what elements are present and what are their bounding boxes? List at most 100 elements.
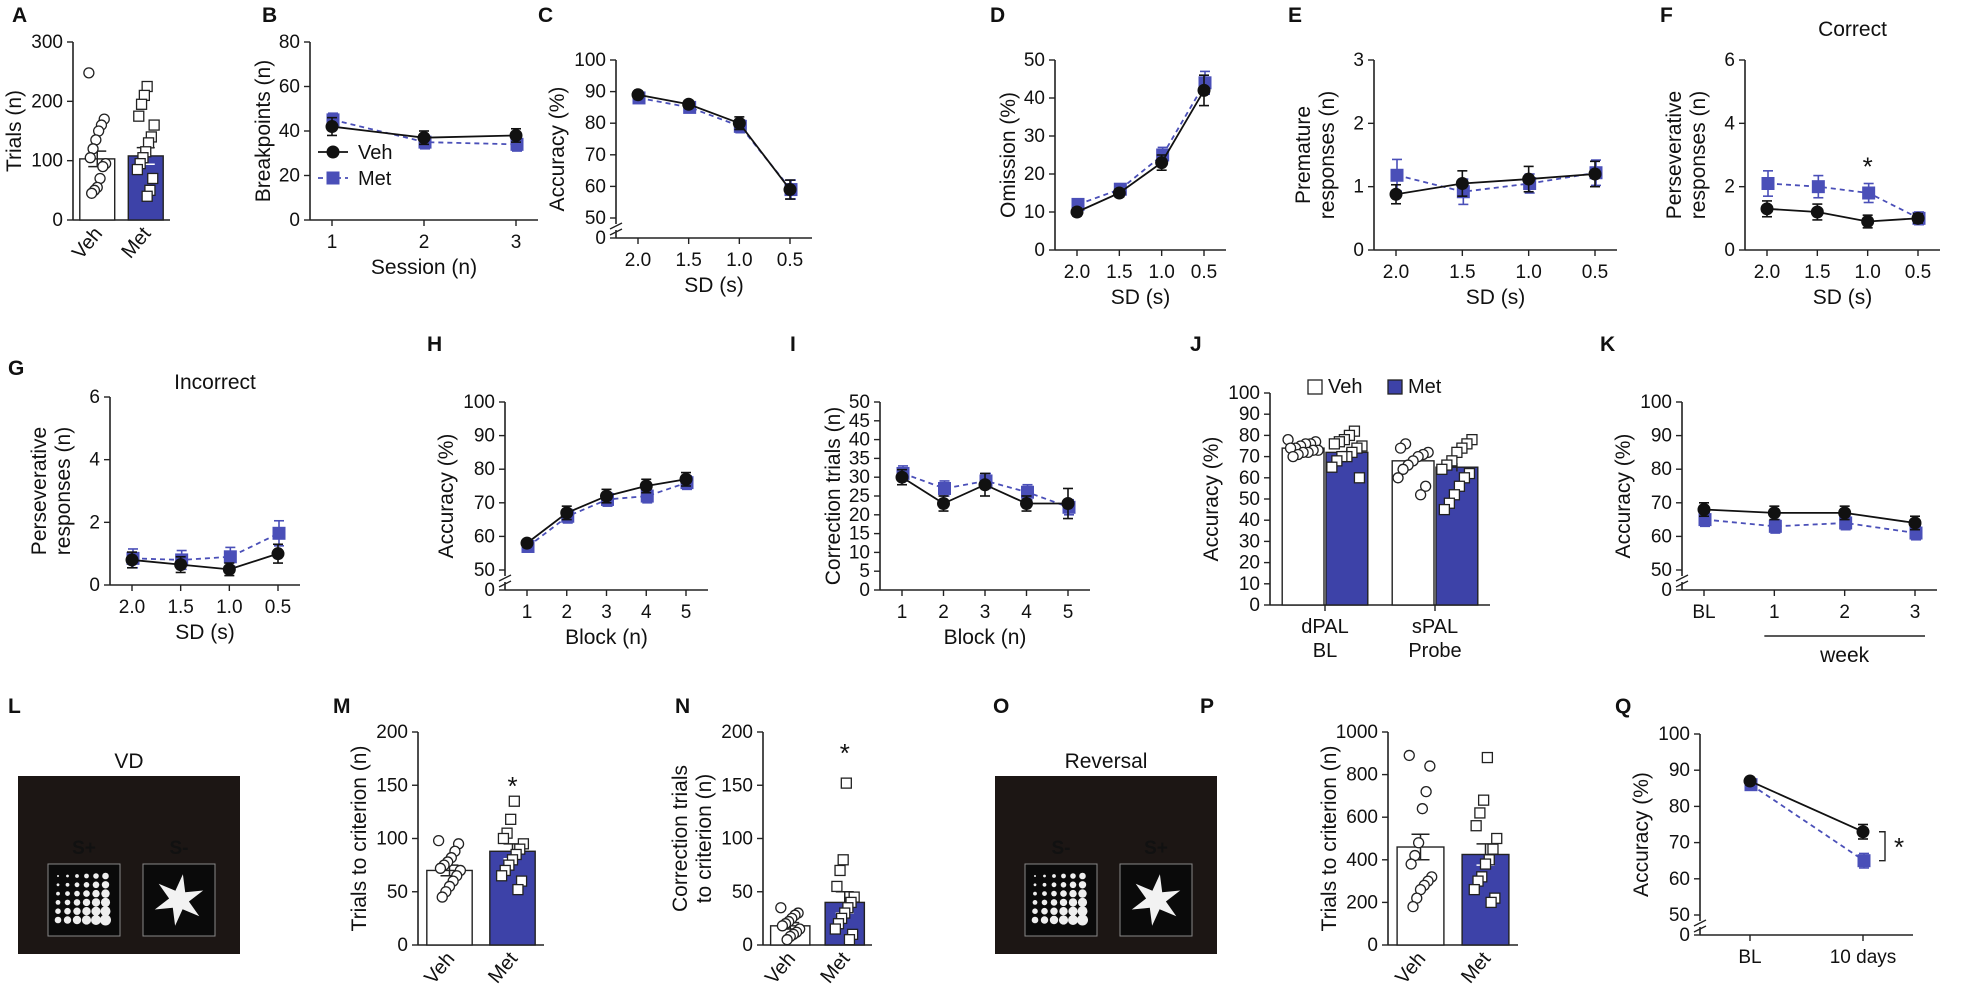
data-point-veh — [1397, 463, 1409, 475]
panel-title: Correct — [1818, 18, 1887, 41]
dot-grid-dot — [83, 882, 90, 888]
data-point-met — [1326, 461, 1338, 473]
axis-break-mark — [1693, 919, 1707, 927]
data-point-met — [1390, 168, 1404, 182]
data-point-veh — [679, 472, 693, 486]
data-point-veh — [1743, 774, 1757, 788]
dot-grid-dot — [1040, 916, 1049, 924]
dot-grid-dot — [65, 891, 70, 896]
y-axis-label: responses (n) — [52, 427, 75, 555]
x-tick-label: 1.0 — [1148, 262, 1174, 283]
x-tick-label: Probe — [1408, 640, 1461, 662]
dot-grid-dot — [57, 875, 59, 877]
dot-grid-dot — [1058, 915, 1069, 925]
x-tick-label: Met — [1457, 948, 1496, 988]
panel-label: O — [993, 695, 1009, 718]
data-point-veh — [781, 934, 793, 946]
x-tick-label: 1 — [327, 232, 338, 253]
dot-grid-dot — [1069, 881, 1077, 889]
x-tick-label: 5 — [1063, 602, 1074, 623]
y-axis-label: Correction trials — [669, 765, 692, 912]
dot-grid-dot — [82, 907, 91, 916]
data-point-met — [1468, 883, 1480, 896]
x-axis-label: SD (s) — [1466, 286, 1526, 309]
data-point-veh — [417, 131, 431, 145]
data-point-veh — [775, 902, 787, 914]
y-tick-label: 80 — [279, 32, 300, 53]
series-line-met — [1704, 518, 1917, 534]
y-axis-label: Trials to criterion (n) — [1318, 746, 1341, 932]
dot-grid-dot — [1051, 890, 1057, 897]
y-tick-label: 50 — [849, 392, 870, 413]
y-tick-label: 2 — [1353, 113, 1364, 134]
dot-grid-dot — [1049, 915, 1059, 925]
y-tick-label: 200 — [376, 722, 408, 743]
y-tick-label: 100 — [31, 151, 63, 172]
data-point-met — [1470, 820, 1482, 832]
data-point-veh — [682, 97, 696, 111]
stimulus-label: S- — [1052, 838, 1071, 859]
x-tick-label: BL — [1313, 640, 1337, 662]
y-tick-label: 200 — [721, 722, 753, 743]
data-point-veh — [97, 160, 109, 173]
y-tick-label: 90 — [1669, 760, 1690, 781]
x-tick-label: 4 — [1021, 602, 1032, 623]
y-tick-label: 100 — [463, 392, 495, 413]
y-tick-label: 0 — [397, 935, 408, 956]
data-point-veh — [1908, 516, 1922, 530]
data-point-veh — [84, 152, 96, 164]
y-axis-label: to criterion (n) — [693, 774, 716, 904]
y-tick-label: 30 — [849, 467, 870, 488]
data-point-met — [495, 870, 508, 882]
axis-break-mark — [498, 580, 512, 588]
x-tick-label: 1.5 — [167, 597, 193, 618]
dot-grid-dot — [1043, 874, 1046, 878]
y-axis-label: Accuracy (%) — [546, 87, 569, 212]
y-tick-label: 90 — [1239, 404, 1260, 425]
y-tick-label: 50 — [1024, 50, 1045, 71]
y-tick-label: 10 — [849, 542, 870, 563]
y-tick-label: 30 — [1239, 531, 1260, 552]
data-point-met — [133, 110, 145, 122]
data-point-met — [1474, 807, 1486, 819]
y-tick-label: 1000 — [1336, 722, 1378, 743]
dot-grid-dot — [1068, 906, 1078, 916]
y-axis-label: Accuracy (%) — [1630, 772, 1653, 897]
dot-grid-dot — [1034, 875, 1036, 877]
y-tick-label: 30 — [1024, 126, 1045, 147]
series-line-met — [1077, 82, 1206, 206]
data-point-veh — [1416, 803, 1429, 815]
data-point-met — [1438, 503, 1451, 516]
x-tick-label: Met — [484, 948, 523, 988]
x-tick-label: 1.5 — [1804, 262, 1830, 283]
x-tick-label: BL — [1692, 602, 1715, 623]
x-tick-label: sPAL — [1412, 616, 1458, 638]
series-line-veh — [1076, 89, 1205, 213]
stimulus-label: S+ — [1144, 838, 1168, 859]
x-axis-label: Block (n) — [565, 626, 648, 649]
dot-grid-dot — [91, 898, 101, 907]
data-point-veh — [1420, 785, 1432, 798]
data-point-met — [131, 163, 144, 176]
panel-title: Incorrect — [174, 371, 256, 394]
series-line-met — [638, 97, 792, 191]
legend-label: Met — [358, 168, 392, 190]
x-tick-label: 2.0 — [119, 597, 145, 618]
dot-grid-dot — [1051, 882, 1057, 888]
data-point-met — [1481, 751, 1494, 764]
y-tick-label: 90 — [585, 82, 606, 103]
y-axis-label: responses (n) — [1316, 91, 1339, 219]
panel-label: H — [427, 333, 442, 356]
data-point-veh — [1155, 156, 1169, 170]
y-tick-label: 600 — [1346, 807, 1378, 828]
y-tick-label: 60 — [474, 526, 495, 547]
data-point-veh — [325, 120, 339, 134]
y-axis-label: Trials (n) — [3, 90, 26, 172]
dot-grid-dot — [1077, 906, 1088, 917]
panel-E: 0 1 2 3 Premature responses (n) E 2.0 1.5 1.0 0.5 S… — [1288, 4, 1617, 309]
dot-grid-dot — [100, 906, 111, 917]
axis-break-mark — [609, 228, 623, 236]
